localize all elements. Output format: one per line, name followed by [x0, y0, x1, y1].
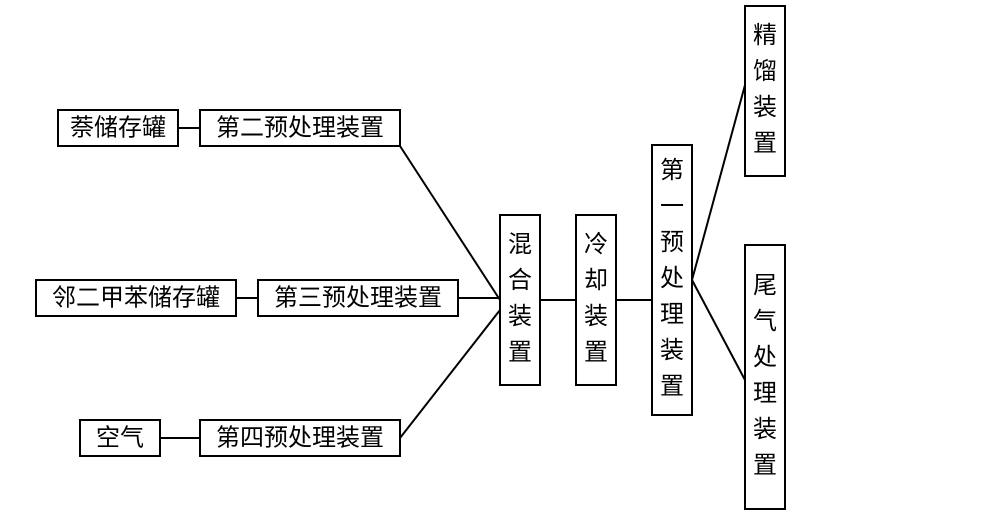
node-n_tank: 萘储存罐 — [58, 110, 178, 146]
node-pre4: 第四预处理装置 — [200, 420, 400, 456]
node-label: 空气 — [96, 425, 144, 452]
flow-diagram: 萘储存罐 第二预处理装置邻二甲苯储存罐 第三预处理装置空气 第四预处理装置 混合装置冷却… — [0, 0, 1000, 519]
node-tail: 尾气处理装置 — [745, 245, 785, 509]
node-label: 第三预处理装置 — [274, 285, 442, 312]
node-pre3: 第三预处理装置 — [258, 280, 458, 316]
node-cool: 冷却装置 — [576, 215, 616, 385]
node-label: 第二预处理装置 — [216, 115, 384, 142]
node-label: 萘储存罐 — [70, 115, 166, 142]
node-ox_tank: 邻二甲苯储存罐 — [36, 280, 236, 316]
node-pre1: 第一预处理装置 — [652, 145, 692, 415]
edge-pre2-mix — [400, 146, 500, 300]
node-air: 空气 — [80, 420, 160, 456]
node-label: 第四预处理装置 — [216, 425, 384, 452]
edge-pre4-mix — [400, 310, 500, 438]
edge-pre1-dist — [692, 85, 745, 280]
node-label: 邻二甲苯储存罐 — [52, 285, 220, 312]
node-pre2: 第二预处理装置 — [200, 110, 400, 146]
node-mix: 混合装置 — [500, 215, 540, 385]
node-label: 第一预处理装置 — [660, 157, 684, 400]
node-dist: 精馏装置 — [745, 6, 785, 176]
edge-pre1-tail — [692, 280, 745, 380]
